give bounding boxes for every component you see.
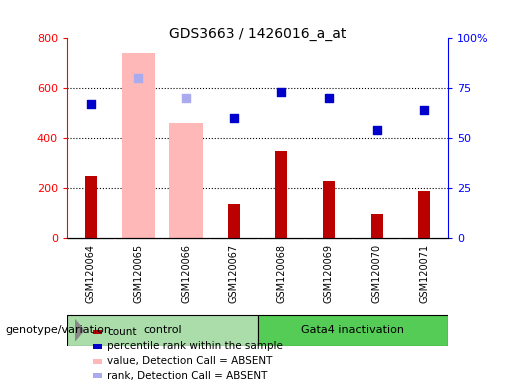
Bar — [122, 53, 155, 238]
Text: GSM120069: GSM120069 — [324, 244, 334, 303]
Text: value, Detection Call = ABSENT: value, Detection Call = ABSENT — [107, 356, 272, 366]
Text: count: count — [107, 327, 136, 337]
Point — [277, 89, 285, 95]
Text: rank, Detection Call = ABSENT: rank, Detection Call = ABSENT — [107, 371, 267, 381]
Polygon shape — [75, 319, 84, 341]
Text: control: control — [143, 325, 182, 335]
Bar — [258, 315, 448, 346]
Text: GSM120064: GSM120064 — [86, 244, 96, 303]
Point — [87, 101, 95, 108]
Bar — [67, 315, 258, 346]
Text: GSM120065: GSM120065 — [133, 244, 143, 303]
Bar — [85, 176, 97, 238]
Bar — [323, 180, 335, 238]
Text: GSM120070: GSM120070 — [372, 244, 382, 303]
Bar — [228, 204, 239, 238]
Text: Gata4 inactivation: Gata4 inactivation — [301, 325, 404, 335]
Text: GSM120068: GSM120068 — [277, 244, 286, 303]
Bar — [169, 123, 203, 238]
Bar — [276, 151, 287, 238]
Bar — [418, 190, 430, 238]
Point — [325, 95, 333, 101]
Bar — [371, 214, 383, 238]
Point — [134, 75, 143, 81]
Text: genotype/variation: genotype/variation — [5, 325, 111, 335]
Point — [420, 107, 428, 113]
Text: GSM120071: GSM120071 — [419, 244, 429, 303]
Text: GDS3663 / 1426016_a_at: GDS3663 / 1426016_a_at — [169, 27, 346, 41]
Text: GSM120067: GSM120067 — [229, 244, 238, 303]
Point — [230, 115, 238, 121]
Text: percentile rank within the sample: percentile rank within the sample — [107, 341, 283, 351]
Point — [182, 95, 190, 101]
Point — [372, 127, 381, 133]
Text: GSM120066: GSM120066 — [181, 244, 191, 303]
